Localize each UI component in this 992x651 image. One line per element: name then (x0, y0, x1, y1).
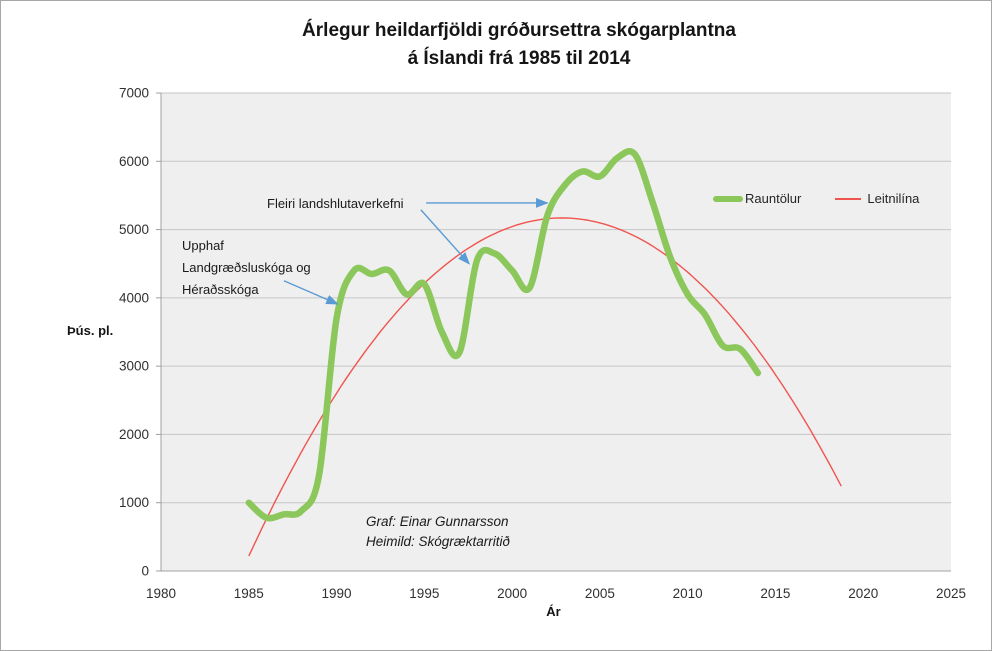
legend-label-rauntolur: Rauntölur (745, 191, 802, 206)
y-tick-label: 0 (141, 564, 149, 579)
legend-item-leitnilina: Leitnilína (835, 191, 919, 206)
x-tick-label: 2000 (497, 586, 527, 601)
x-axis-title: Ár (546, 604, 561, 619)
x-tick-label: 1990 (322, 586, 352, 601)
chart-title: Árlegur heildarfjöldi gróðursettra skóga… (45, 17, 991, 73)
y-tick-label: 7000 (119, 86, 149, 101)
annotation-arrow-icon (420, 209, 471, 265)
x-tick-label: 2010 (673, 586, 703, 601)
legend-line-rauntolur-icon (713, 195, 743, 202)
plot-background (161, 93, 951, 571)
annotation-program-start-line3: Héraðsskóga (182, 282, 259, 297)
series-rauntolur-line (245, 148, 762, 522)
annotation-regional-projects: Fleiri landshlutaverkefni (267, 196, 404, 211)
x-tick-label: 1980 (146, 586, 176, 601)
annotation-program-start-line1: Upphaf (182, 238, 224, 253)
y-tick-label: 1000 (119, 495, 149, 510)
legend: Rauntölur Leitnilína (713, 191, 919, 206)
legend-label-leitnilina: Leitnilína (867, 191, 920, 206)
chart-title-line1: Árlegur heildarfjöldi gróðursettra skóga… (302, 20, 736, 41)
y-tick-label: 4000 (119, 290, 149, 305)
y-tick-label: 6000 (119, 154, 149, 169)
chart-title-line2: á Íslandi frá 1985 til 2014 (407, 48, 631, 69)
annotation-program-start-line2: Landgræðsluskóga og (182, 260, 311, 275)
annotation-program-start: Upphaf Landgræðsluskóga og Héraðsskóga (182, 235, 311, 301)
credit-source: Heimild: Skógræktarritið (366, 534, 511, 549)
x-tick-label: 2005 (585, 586, 615, 601)
credit-note: Graf: Einar Gunnarsson Heimild: Skógrækt… (366, 512, 510, 552)
y-tick-label: 3000 (119, 359, 149, 374)
y-axis-title: Þús. pl. (67, 323, 114, 338)
x-tick-label: 1985 (234, 586, 264, 601)
x-tick-label: 1995 (409, 586, 439, 601)
x-tick-label: 2025 (936, 586, 966, 601)
x-tick-label: 2020 (848, 586, 878, 601)
credit-author: Graf: Einar Gunnarsson (366, 514, 509, 529)
legend-line-leitnilina-icon (835, 197, 862, 200)
y-tick-label: 5000 (119, 222, 149, 237)
annotation-arrow-icon (283, 280, 339, 305)
x-tick-label: 2015 (760, 586, 790, 601)
y-tick-label: 2000 (119, 427, 149, 442)
